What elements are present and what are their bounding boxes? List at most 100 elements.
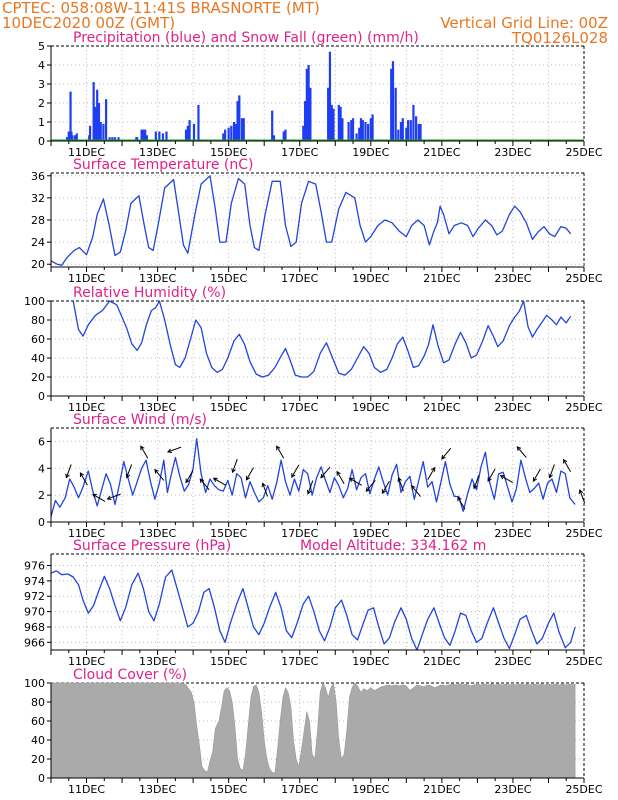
precip-bar: [65, 137, 69, 141]
cloud-cover-day-label: 17DEC: [281, 783, 318, 796]
precip-bar: [409, 120, 412, 141]
wind-arrow-icon: [213, 477, 227, 486]
precip-bar: [108, 137, 111, 141]
temperature-day-label: 17DEC: [281, 272, 318, 285]
precip-bar: [359, 118, 363, 141]
wind-arrow-icon: [126, 464, 133, 478]
wind-arrowhead-icon: [410, 484, 416, 490]
wind-day-label: 23DEC: [494, 527, 531, 540]
pressure-y-tick-label: 974: [24, 575, 45, 588]
humidity-day-label: 17DEC: [281, 401, 318, 414]
pressure-day-label: 25DEC: [565, 655, 602, 668]
precip-bar: [330, 104, 333, 141]
cloud-cover-area: [50, 682, 576, 779]
pressure-y-tick-label: 968: [24, 621, 45, 634]
precip-bar: [405, 127, 408, 141]
wind-arrowhead-icon: [441, 454, 446, 460]
precip-bar: [188, 120, 191, 141]
humidity-y-tick-label: 80: [31, 314, 45, 327]
pressure-day-label: 11DEC: [68, 655, 105, 668]
precip-bar: [136, 137, 139, 141]
temperature-day-label: 11DEC: [68, 272, 105, 285]
precip-bar: [197, 104, 200, 141]
wind-arrowhead-icon: [548, 473, 553, 479]
wind-y-tick-label: 4: [38, 462, 45, 475]
precip-bar: [240, 118, 244, 141]
precip-bar: [242, 118, 245, 141]
precip-bar: [88, 125, 92, 141]
precip-bar: [282, 131, 285, 141]
temperature-y-tick-label: 36: [31, 170, 45, 183]
wind-arrowhead-icon: [125, 473, 131, 479]
cloud-cover-y-tick-label: 40: [31, 734, 45, 747]
precip-bar: [184, 129, 188, 141]
wind-arrow-icon: [92, 493, 106, 502]
precip-bar: [165, 131, 168, 141]
wind-arrowhead-icon: [365, 487, 371, 493]
humidity-day-label: 25DEC: [565, 401, 602, 414]
precip-bar: [96, 89, 99, 141]
wind-arrowhead-icon: [231, 468, 236, 474]
precipitation-day-label: 19DEC: [352, 146, 389, 159]
humidity-y-tick-label: 100: [24, 295, 45, 308]
wind-arrowhead-icon: [212, 477, 218, 482]
precip-bar: [111, 137, 114, 141]
humidity-y-tick-label: 20: [31, 371, 45, 384]
wind-line: [50, 438, 576, 517]
wind-arrow-icon: [336, 471, 345, 485]
wind-arrow-icon: [349, 477, 363, 486]
temperature-day-label: 25DEC: [565, 272, 602, 285]
wind-day-label: 21DEC: [423, 527, 460, 540]
cloud-cover-day-label: 13DEC: [139, 783, 176, 796]
precip-bar: [419, 123, 422, 141]
cloud-cover-day-label: 19DEC: [352, 783, 389, 796]
wind-arrow-icon: [199, 478, 210, 491]
precipitation-day-label: 25DEC: [565, 146, 602, 159]
temperature-y-tick-label: 24: [31, 236, 45, 249]
wind-arrowhead-icon: [381, 489, 387, 495]
precip-bar: [69, 91, 72, 141]
pressure-y-tick-label: 966: [24, 636, 45, 649]
humidity-day-label: 21DEC: [423, 401, 460, 414]
wind-y-tick-label: 6: [38, 435, 45, 448]
wind-arrow-icon: [516, 446, 527, 458]
precip-bar: [67, 131, 70, 141]
precip-bar: [224, 129, 227, 141]
pressure-day-label: 19DEC: [352, 655, 389, 668]
precip-bar: [94, 106, 97, 141]
cloud-cover-y-tick-label: 0: [38, 772, 45, 785]
pressure-day-label: 15DEC: [210, 655, 247, 668]
wind-arrow-icon: [381, 480, 390, 494]
wind-arrow-icon: [457, 496, 466, 510]
precipitation-day-label: 15DEC: [210, 146, 247, 159]
precip-bar: [332, 108, 335, 141]
wind-arrow-icon: [107, 493, 121, 500]
precip-bar: [99, 122, 102, 141]
header-location: CPTEC: 058:08W-11:41S BRASNORTE (MT): [2, 0, 320, 17]
humidity-day-label: 13DEC: [139, 401, 176, 414]
wind-arrow-icon: [532, 468, 541, 482]
precip-bar: [71, 135, 74, 141]
pressure-day-label: 13DEC: [139, 655, 176, 668]
precip-bar: [97, 103, 101, 141]
precip-bar: [369, 118, 372, 141]
temperature-line: [50, 175, 572, 266]
precip-bar: [328, 51, 332, 142]
precip-bar: [337, 104, 340, 141]
precip-bar: [339, 106, 342, 141]
precip-bar: [367, 123, 370, 141]
precip-bar: [284, 129, 287, 141]
precip-bar: [145, 135, 149, 141]
wind-arrow-icon: [365, 480, 376, 492]
humidity-panel: 0 20 40 60 80 100 11DEC 13DEC 15DEC 17DEC 19DEC 21D…: [24, 285, 603, 414]
humidity-line: [72, 300, 572, 378]
temperature-day-label: 21DEC: [423, 272, 460, 285]
precip-bar: [401, 118, 404, 141]
precip-bar: [238, 95, 241, 141]
wind-arrow-icon: [441, 447, 452, 460]
wind-arrowhead-icon: [431, 466, 436, 472]
precipitation-y-tick-label: 2: [38, 97, 45, 110]
precip-bar: [303, 101, 307, 141]
precip-bar: [394, 87, 397, 141]
cloud-cover-day-label: 15DEC: [210, 783, 247, 796]
